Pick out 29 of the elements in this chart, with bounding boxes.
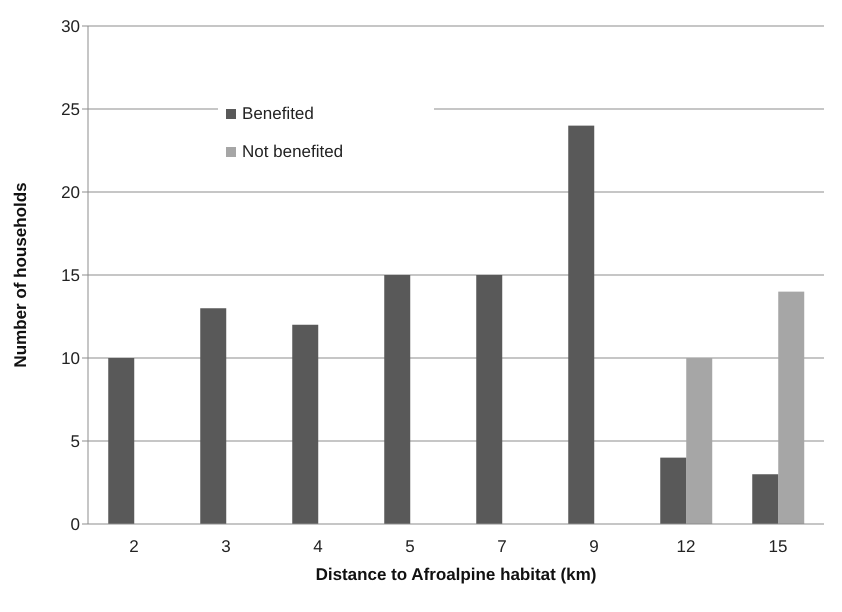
x-tick-label: 9	[589, 537, 599, 556]
bar	[292, 324, 318, 524]
legend-label: Not benefited	[242, 142, 344, 162]
bar	[686, 358, 712, 524]
y-axis-title: Number of households	[11, 182, 30, 368]
y-tick-label: 0	[70, 515, 80, 534]
y-tick-label: 30	[61, 17, 80, 36]
x-tick-label: 15	[768, 537, 788, 556]
bar	[778, 292, 804, 524]
x-tick-label: 4	[313, 537, 323, 556]
y-tick-label: 15	[61, 266, 80, 286]
y-tick-label: 5	[70, 432, 80, 452]
y-tick-label: 25	[61, 100, 80, 120]
x-tick-label: 12	[676, 537, 696, 556]
x-tick-label: 2	[129, 537, 139, 556]
legend-label: Benefited	[242, 104, 314, 124]
x-axis-title: Distance to Afroalpine habitat (km)	[316, 565, 596, 584]
bar	[108, 358, 134, 524]
bar	[568, 126, 594, 524]
y-tick-label: 10	[61, 349, 80, 368]
bar	[660, 458, 686, 524]
bar	[200, 308, 226, 524]
bar	[384, 275, 410, 524]
y-tick-label: 20	[61, 183, 80, 202]
bar	[476, 275, 502, 524]
x-tick-label: 7	[497, 537, 507, 556]
x-tick-label: 3	[221, 537, 231, 556]
x-tick-label: 5	[405, 537, 415, 556]
bar	[752, 474, 778, 524]
